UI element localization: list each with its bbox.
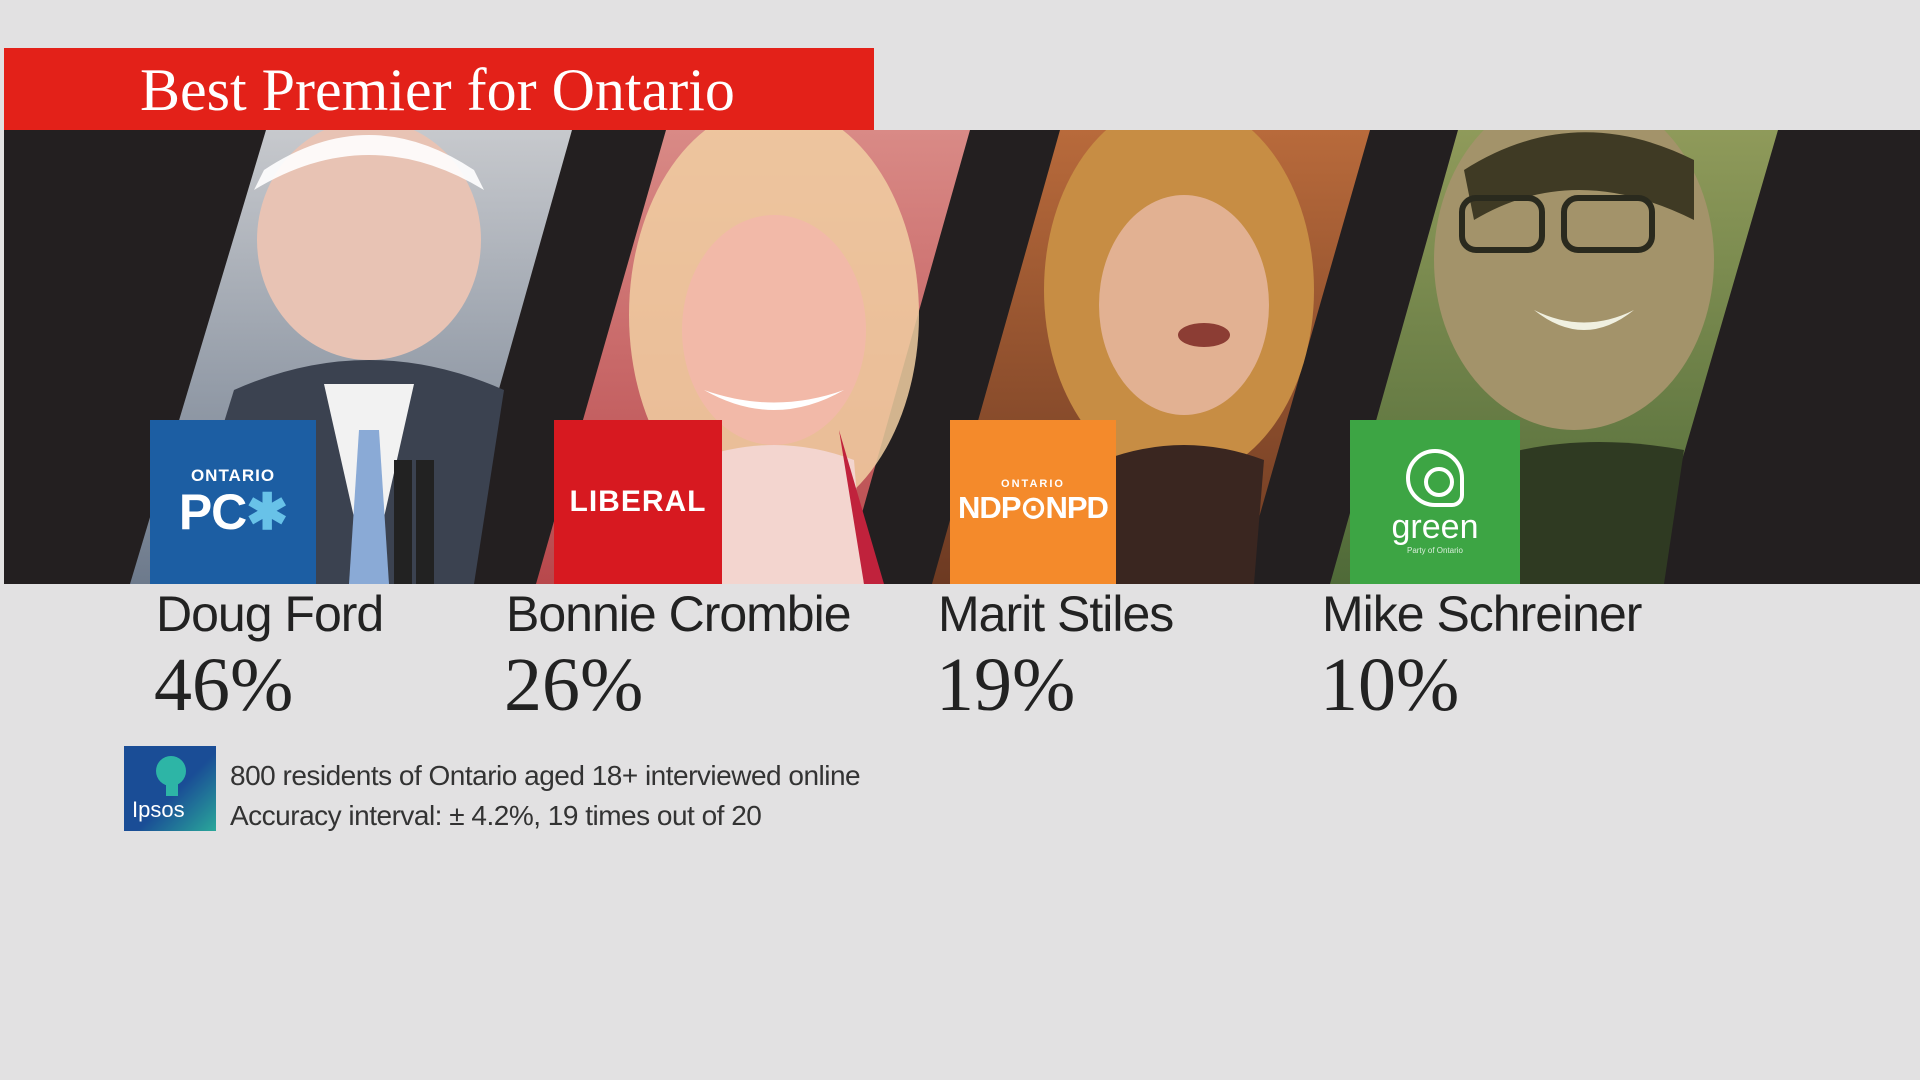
candidate-percent: 26% (504, 643, 644, 727)
liberal-logo-text: LIBERAL (569, 485, 707, 518)
green-logo-text: green (1391, 508, 1479, 546)
trillium-icon: ✱ (246, 484, 288, 540)
pc-party-logo: ONTARIO PC✱ (150, 420, 316, 584)
candidate-name: Doug Ford (156, 586, 384, 642)
candidate-name: Marit Stiles (938, 586, 1174, 642)
green-logo-subtext: Party of Ontario (1406, 546, 1464, 555)
candidate-percent: 10% (1320, 643, 1460, 727)
candidate-name: Bonnie Crombie (506, 586, 852, 642)
ipsos-logo-text: Ipsos (132, 797, 185, 822)
chart-title: Best Premier for Ontario (140, 57, 735, 123)
ndp-party-logo: ONTARIO NDP⊙NPD (950, 420, 1116, 584)
green-party-logo: green Party of Ontario (1350, 420, 1520, 584)
ndp-logo-ontario: ONTARIO (1001, 478, 1065, 490)
green-leaf-icon (1406, 449, 1464, 507)
pc-logo-ontario: ONTARIO (190, 466, 276, 485)
pc-logo-text: PC✱ (178, 484, 288, 540)
ipsos-logo: Ipsos (124, 746, 216, 831)
accuracy-note: Accuracy interval: ± 4.2%, 19 times out … (230, 800, 762, 831)
candidate-percent: 19% (936, 643, 1076, 727)
candidate-percent: 46% (154, 643, 294, 727)
liberal-party-logo: LIBERAL (554, 420, 722, 584)
methodology-note: 800 residents of Ontario aged 18+ interv… (230, 760, 861, 791)
ipsos-head-icon-neck (166, 780, 178, 796)
title-bar (4, 48, 874, 130)
ndp-logo-text: NDP⊙NPD (958, 490, 1109, 525)
candidate-name: Mike Schreiner (1322, 586, 1642, 642)
